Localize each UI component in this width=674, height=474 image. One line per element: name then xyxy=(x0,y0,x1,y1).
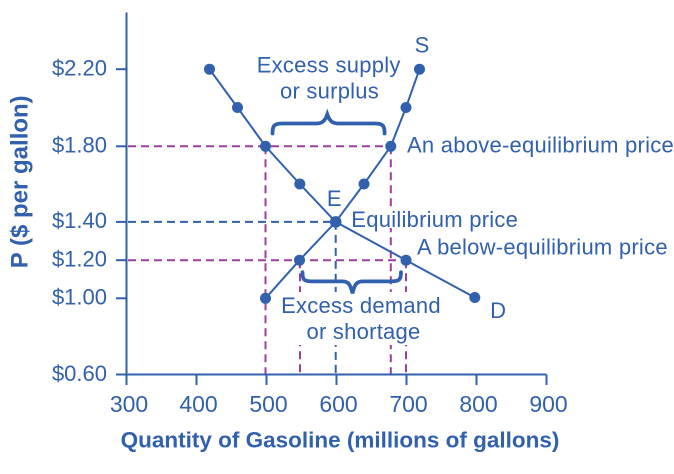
svg-text:An above-equilibrium price: An above-equilibrium price xyxy=(407,133,674,158)
svg-text:300: 300 xyxy=(110,391,148,417)
svg-text:S: S xyxy=(415,32,430,57)
svg-text:900: 900 xyxy=(529,391,567,417)
svg-text:Excess demand: Excess demand xyxy=(281,293,441,318)
svg-text:$2.20: $2.20 xyxy=(52,56,107,81)
svg-text:Quantity of Gasoline (millions: Quantity of Gasoline (millions of gallon… xyxy=(121,428,560,453)
svg-text:$1.20: $1.20 xyxy=(52,247,107,272)
svg-text:$1.80: $1.80 xyxy=(52,133,107,158)
svg-text:600: 600 xyxy=(319,391,357,417)
svg-text:P ($ per gallon): P ($ per gallon) xyxy=(7,95,34,268)
svg-text:$0.60: $0.60 xyxy=(52,361,107,386)
svg-text:E: E xyxy=(327,186,342,211)
svg-text:or surplus: or surplus xyxy=(280,78,379,103)
svg-text:$1.00: $1.00 xyxy=(52,285,107,310)
svg-text:Excess supply: Excess supply xyxy=(257,52,401,77)
svg-text:D: D xyxy=(490,298,506,323)
svg-text:800: 800 xyxy=(459,391,497,417)
svg-text:700: 700 xyxy=(389,391,427,417)
svg-text:400: 400 xyxy=(179,391,217,417)
svg-text:500: 500 xyxy=(249,391,287,417)
svg-text:$1.40: $1.40 xyxy=(52,208,107,233)
svg-text:or shortage: or shortage xyxy=(306,319,420,344)
svg-text:A below-equilibrium price: A below-equilibrium price xyxy=(417,235,668,260)
svg-text:Equilibrium price: Equilibrium price xyxy=(351,207,518,232)
